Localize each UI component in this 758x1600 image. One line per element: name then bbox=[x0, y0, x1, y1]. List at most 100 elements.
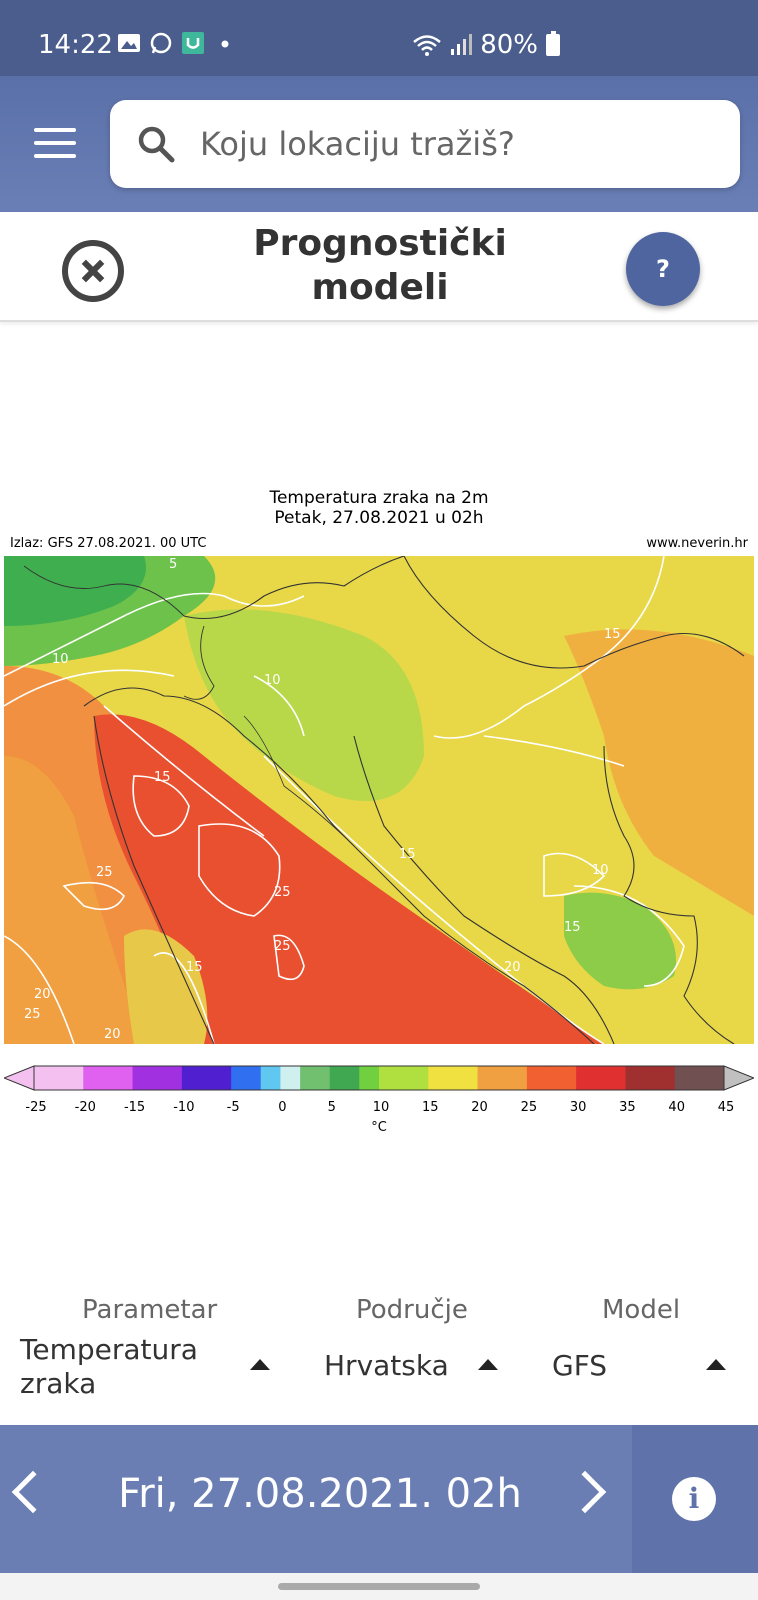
contour-label: 25 bbox=[274, 885, 291, 900]
colorbar-tick-label: 45 bbox=[717, 1100, 735, 1115]
colorbar-tick-label: 15 bbox=[422, 1100, 439, 1115]
status-bar: 14:22 80% bbox=[0, 0, 758, 76]
gallery-icon bbox=[118, 34, 140, 52]
colorbar-tick-label: 20 bbox=[471, 1100, 488, 1115]
info-panel: i bbox=[632, 1425, 758, 1573]
colorbar-segment bbox=[103, 1066, 114, 1090]
info-icon[interactable]: i bbox=[672, 1477, 716, 1521]
colorbar-segment bbox=[83, 1066, 94, 1090]
colorbar-ticks: -25 -20 -15 -10 -5 0 5 10 15 20 25 30 35 40 45 bbox=[0, 1100, 758, 1120]
colorbar-segment bbox=[467, 1066, 479, 1090]
colorbar-segment bbox=[507, 1066, 518, 1090]
selector-panel: Parametar Područje Model Temperatura zra… bbox=[0, 1283, 758, 1423]
parametar-select[interactable]: Temperatura zraka bbox=[0, 1333, 290, 1413]
colorbar-tick-label: 10 bbox=[372, 1100, 390, 1115]
colorbar-segment bbox=[290, 1066, 301, 1090]
colorbar-segment bbox=[63, 1066, 74, 1090]
colorbar-segment bbox=[536, 1066, 548, 1090]
gesture-bar bbox=[0, 1573, 758, 1600]
contour-label: 25 bbox=[274, 939, 291, 954]
colorbar-segment bbox=[438, 1066, 449, 1090]
battery-percent: 80% bbox=[480, 30, 538, 60]
colorbar-segment bbox=[497, 1066, 508, 1090]
parametar-value-line1: Temperatura bbox=[20, 1333, 198, 1366]
colorbar-segment bbox=[684, 1066, 695, 1090]
colorbar-segment bbox=[556, 1066, 567, 1090]
caret-up-icon bbox=[478, 1359, 498, 1370]
colorbar-tick-label: 5 bbox=[327, 1100, 336, 1115]
chart-website: www.neverin.hr bbox=[646, 536, 748, 551]
colorbar-segment bbox=[457, 1066, 469, 1090]
colorbar-segment bbox=[379, 1066, 390, 1090]
colorbar-segment bbox=[359, 1066, 370, 1090]
page-title-line1: Prognostički bbox=[253, 223, 507, 264]
home-indicator[interactable] bbox=[278, 1583, 480, 1590]
notification-icons bbox=[117, 32, 237, 54]
previous-arrow-icon[interactable] bbox=[11, 1470, 55, 1514]
colorbar-segment bbox=[231, 1066, 242, 1090]
model-select[interactable]: GFS bbox=[530, 1333, 758, 1413]
search-box[interactable] bbox=[110, 100, 740, 188]
chart-title: Temperatura zraka na 2m Petak, 27.08.202… bbox=[0, 488, 758, 528]
battery-icon bbox=[546, 31, 560, 56]
colorbar-segment bbox=[329, 1066, 341, 1090]
parametar-value: Temperatura zraka bbox=[20, 1333, 198, 1401]
dot-icon bbox=[221, 40, 229, 48]
colorbar-unit: °C bbox=[371, 1120, 387, 1135]
colorbar-segment bbox=[122, 1066, 134, 1090]
colorbar-segment bbox=[369, 1066, 380, 1090]
colorbar-segment bbox=[34, 1066, 45, 1090]
app-icon bbox=[182, 32, 204, 54]
colorbar-segment bbox=[605, 1066, 617, 1090]
colorbar-segment bbox=[664, 1066, 676, 1090]
colorbar-tick-label: -10 bbox=[173, 1100, 195, 1115]
forecast-date: Fri, 27.08.2021. 02h bbox=[118, 1471, 522, 1517]
contour-label: 10 bbox=[592, 863, 609, 878]
colorbar-segment bbox=[53, 1066, 65, 1090]
colorbar-segment bbox=[408, 1066, 419, 1090]
caret-up-icon bbox=[706, 1359, 726, 1370]
colorbar-segment bbox=[221, 1066, 232, 1090]
colorbar-segment bbox=[517, 1066, 528, 1090]
colorbar-segment bbox=[526, 1066, 538, 1090]
colorbar-segment bbox=[93, 1066, 104, 1090]
whatsapp-icon bbox=[150, 32, 172, 54]
colorbar-segment bbox=[162, 1066, 173, 1090]
colorbar-segment bbox=[487, 1066, 498, 1090]
colorbar-segment bbox=[181, 1066, 193, 1090]
podrucje-value: Hrvatska bbox=[324, 1349, 449, 1382]
signal-icon bbox=[451, 34, 473, 55]
colorbar-segment bbox=[586, 1066, 597, 1090]
help-button[interactable]: ? bbox=[626, 232, 700, 306]
colorbar-segment bbox=[310, 1066, 321, 1090]
colorbar-tick-label: 35 bbox=[619, 1100, 636, 1115]
close-icon[interactable] bbox=[62, 240, 124, 302]
colorbar-segment bbox=[546, 1066, 557, 1090]
colorbar-tick-label: 30 bbox=[569, 1100, 587, 1115]
colorbar-border bbox=[33, 1065, 725, 1091]
colorbar-tick-label: -20 bbox=[74, 1100, 96, 1115]
hamburger-icon[interactable] bbox=[34, 128, 76, 160]
colorbar-tick-label: -25 bbox=[25, 1100, 47, 1115]
contour-label: 20 bbox=[504, 960, 521, 975]
podrucje-select[interactable]: Hrvatska bbox=[300, 1333, 510, 1413]
page-title-bar: Prognostički modeli ? bbox=[0, 212, 758, 322]
contour-label: 15 bbox=[604, 627, 621, 642]
colorbar-segment bbox=[112, 1066, 124, 1090]
contour-label: 5 bbox=[169, 557, 177, 572]
colorbar-tick-label: 40 bbox=[668, 1100, 685, 1115]
chart-source: Izlaz: GFS 27.08.2021. 00 UTC bbox=[10, 536, 207, 551]
wifi-icon bbox=[413, 35, 442, 56]
colorbar-tick-label: -5 bbox=[226, 1100, 240, 1115]
podrucje-label: Područje bbox=[356, 1295, 468, 1325]
colorbar-segment bbox=[43, 1066, 55, 1090]
colorbar-segment bbox=[694, 1066, 705, 1090]
search-input[interactable] bbox=[200, 118, 720, 170]
colorbar-segment bbox=[714, 1066, 725, 1090]
chart-title-line1: Temperatura zraka na 2m bbox=[269, 488, 489, 508]
contour-label: 15 bbox=[399, 847, 416, 862]
colorbar-segment bbox=[595, 1066, 607, 1090]
search-icon bbox=[138, 126, 175, 163]
model-label: Model bbox=[602, 1295, 681, 1325]
